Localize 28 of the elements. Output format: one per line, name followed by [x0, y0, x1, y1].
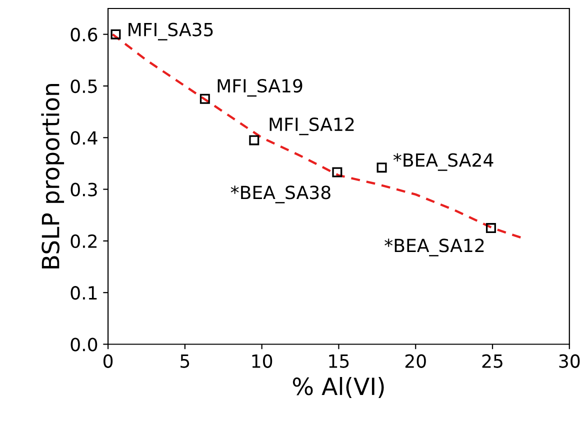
x-tick-label: 0	[103, 354, 113, 368]
x-tick-label: 20	[405, 354, 426, 368]
annotation: *BEA_SA12	[384, 238, 484, 256]
x-tick-label: 10	[252, 354, 272, 368]
annotation: MFI_SA35	[128, 22, 213, 40]
x-axis-title: % Al(VI)	[292, 377, 384, 398]
y-tick-label: 0.2	[70, 234, 97, 248]
point	[110, 29, 121, 40]
x-tick-label: 15	[329, 354, 349, 368]
point	[332, 167, 342, 178]
annotation: MFI_SA19	[218, 78, 302, 97]
y-axis-title: BSLP proportion	[41, 84, 64, 268]
point	[376, 162, 387, 173]
x-tick-label: 30	[559, 354, 580, 368]
point	[249, 135, 260, 146]
annotation: MFI_SA12	[270, 118, 354, 136]
point	[486, 223, 496, 234]
y-tick-label: 0.3	[70, 182, 97, 196]
x-tick-label: 5	[180, 354, 190, 368]
annotation: *BEA_SA24	[393, 153, 494, 171]
y-tick-label: 0.5	[70, 79, 97, 94]
annotation: *BEA_SA38	[230, 186, 330, 204]
x-tick-label: 25	[482, 354, 502, 368]
y-tick-label: 0.0	[70, 338, 98, 352]
y-tick-label: 0.1	[70, 286, 97, 300]
point	[200, 94, 210, 104]
y-tick-label: 0.6	[70, 28, 98, 42]
y-tick-label: 0.4	[70, 131, 98, 145]
